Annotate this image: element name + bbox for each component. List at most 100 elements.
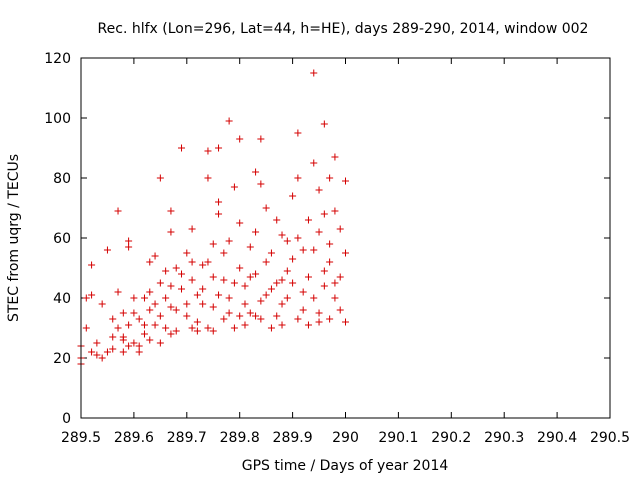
- plot-frame: [80, 57, 611, 419]
- data-point: [225, 237, 233, 245]
- x-tick-label: 289.8: [220, 430, 260, 446]
- data-point: [135, 348, 143, 356]
- data-point: [178, 285, 186, 293]
- y-axis-label: STEC from uqrg / TECUs: [6, 154, 22, 322]
- data-point: [172, 327, 180, 335]
- data-point: [241, 300, 249, 308]
- data-point: [252, 270, 260, 278]
- data-point: [209, 327, 217, 335]
- data-point: [156, 339, 164, 347]
- data-point: [278, 300, 286, 308]
- data-point: [119, 309, 127, 317]
- data-point: [225, 117, 233, 125]
- data-point: [125, 321, 133, 329]
- data-point: [326, 315, 334, 323]
- data-point: [204, 174, 212, 182]
- data-point: [267, 324, 275, 332]
- data-point: [151, 252, 159, 260]
- x-tick-label: 290: [332, 430, 359, 446]
- data-point: [98, 300, 106, 308]
- data-point: [215, 144, 223, 152]
- data-point: [336, 273, 344, 281]
- data-point: [220, 315, 228, 323]
- data-point: [204, 258, 212, 266]
- data-point: [119, 348, 127, 356]
- data-point: [230, 279, 238, 287]
- data-point: [125, 237, 133, 245]
- x-tick-label: 289.9: [273, 430, 313, 446]
- data-point: [294, 315, 302, 323]
- data-point: [236, 135, 244, 143]
- data-point: [151, 321, 159, 329]
- data-point: [119, 336, 127, 344]
- x-tick-label: 290.1: [378, 430, 418, 446]
- data-point: [315, 228, 323, 236]
- data-point: [114, 207, 122, 215]
- data-point: [225, 309, 233, 317]
- data-point: [331, 294, 339, 302]
- data-point: [130, 309, 138, 317]
- data-point: [304, 273, 312, 281]
- data-point: [326, 240, 334, 248]
- y-tick-label: 80: [53, 171, 71, 187]
- data-point: [193, 291, 201, 299]
- data-point: [146, 306, 154, 314]
- data-point: [278, 231, 286, 239]
- y-tick-label: 20: [53, 351, 71, 367]
- data-point: [246, 243, 254, 251]
- data-point: [320, 210, 328, 218]
- data-point: [267, 285, 275, 293]
- data-point: [326, 174, 334, 182]
- data-point: [315, 186, 323, 194]
- data-point: [183, 300, 191, 308]
- data-point: [109, 333, 117, 341]
- data-point: [162, 294, 170, 302]
- data-point: [289, 279, 297, 287]
- data-point: [283, 267, 291, 275]
- data-point: [236, 312, 244, 320]
- data-point: [310, 294, 318, 302]
- data-points: [77, 69, 349, 368]
- data-point: [310, 159, 318, 167]
- data-point: [326, 258, 334, 266]
- data-point: [146, 258, 154, 266]
- data-point: [140, 330, 148, 338]
- data-point: [98, 354, 106, 362]
- data-point: [320, 282, 328, 290]
- data-point: [167, 330, 175, 338]
- data-point: [103, 348, 111, 356]
- data-point: [167, 282, 175, 290]
- y-tick-label: 100: [44, 111, 71, 127]
- data-point: [320, 267, 328, 275]
- data-point: [204, 324, 212, 332]
- data-point: [167, 303, 175, 311]
- data-point: [262, 258, 270, 266]
- data-point: [146, 336, 154, 344]
- data-point: [289, 255, 297, 263]
- data-point: [246, 273, 254, 281]
- x-tick-label: 289.6: [114, 430, 154, 446]
- data-point: [294, 129, 302, 137]
- data-point: [230, 324, 238, 332]
- data-point: [257, 315, 265, 323]
- data-point: [267, 249, 275, 257]
- data-point: [172, 306, 180, 314]
- data-point: [140, 294, 148, 302]
- data-point: [209, 303, 217, 311]
- data-point: [257, 135, 265, 143]
- data-point: [315, 318, 323, 326]
- chart-title: Rec. hlfx (Lon=296, Lat=44, h=HE), days …: [98, 21, 589, 37]
- data-point: [289, 192, 297, 200]
- data-point: [304, 321, 312, 329]
- data-point: [273, 216, 281, 224]
- x-tick-label: 289.5: [61, 430, 101, 446]
- y-tick-label: 0: [62, 411, 71, 427]
- data-point: [156, 312, 164, 320]
- data-point: [220, 249, 228, 257]
- data-point: [178, 270, 186, 278]
- data-point: [225, 294, 233, 302]
- data-point: [315, 309, 323, 317]
- data-point: [331, 279, 339, 287]
- data-point: [93, 339, 101, 347]
